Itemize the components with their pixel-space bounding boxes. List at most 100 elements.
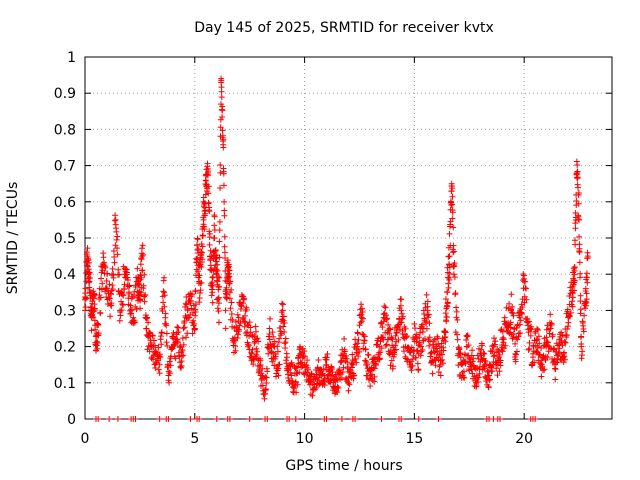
data-point [371,365,378,372]
data-point [515,330,522,337]
data-point [424,298,431,305]
data-point [446,264,453,271]
data-point [574,184,581,191]
data-point [232,318,239,325]
data-point [402,325,409,332]
data-point [564,306,571,313]
data-point [115,266,122,273]
data-point [584,279,591,286]
data-point [236,328,243,335]
data-point [223,284,230,291]
data-point [142,291,149,298]
data-point [275,372,282,379]
data-point [111,217,118,224]
data-point [403,333,410,340]
data-point [452,329,459,336]
data-point [482,358,489,365]
data-point [572,220,579,227]
data-point [547,311,554,318]
data-point [419,347,426,354]
data-point [501,314,508,321]
data-point [217,162,224,169]
data-point [103,285,110,292]
data-point [219,114,226,121]
data-point [435,416,442,422]
data-point [226,289,233,296]
data-point [538,361,545,368]
data-point [537,351,544,358]
data-point [279,301,286,308]
data-point [380,314,387,321]
data-point [152,365,159,372]
data-point [354,330,361,337]
data-point [264,368,271,375]
data-point [377,349,384,356]
data-point [578,333,585,340]
data-point [343,355,350,362]
data-point [301,348,308,355]
data-point [124,274,131,281]
data-point [449,193,456,200]
data-point [499,341,506,348]
data-point [509,335,516,342]
data-point [371,373,378,380]
data-point [106,295,113,302]
data-point [111,259,118,266]
data-point [199,232,206,239]
data-point [519,304,526,311]
data-point [379,324,386,331]
data-point [177,343,184,350]
data-point [574,161,581,168]
data-point [574,174,581,181]
data-point [221,243,228,250]
data-point [183,301,190,308]
data-point [198,240,205,247]
data-point [425,314,432,321]
data-point [528,326,535,333]
data-point [183,314,190,321]
data-point [412,354,419,361]
data-point [217,101,224,108]
data-point [583,290,590,297]
y-tick-label: 0.3 [54,303,76,319]
data-point [426,320,433,327]
data-point [114,251,121,258]
data-point [567,309,574,316]
y-tick-label: 0.7 [54,159,76,175]
data-point [390,363,397,370]
data-point [103,277,110,284]
data-point [140,282,147,289]
data-point [445,284,452,291]
data-point [231,336,238,343]
data-point [124,277,131,284]
data-point [125,283,132,290]
data-point [221,212,228,219]
data-point [525,329,532,336]
data-point [91,305,98,312]
data-point [328,365,335,372]
data-point [398,319,405,326]
data-point [268,344,275,351]
data-point [175,329,182,336]
data-point [494,361,501,368]
data-point [259,382,266,389]
data-point [499,328,506,335]
data-point [448,180,455,187]
data-point [82,285,89,292]
data-point [480,350,487,357]
data-point [392,332,399,339]
data-point [176,353,183,360]
data-point [314,365,321,372]
data-point [99,280,106,287]
data-point [541,342,548,349]
data-point [543,334,550,341]
data-point [128,310,135,317]
data-point [138,274,145,281]
data-point [86,259,93,266]
data-point [217,169,224,176]
data-point [108,291,115,298]
data-point [117,312,124,319]
data-point [354,343,361,350]
y-tick-label: 0.2 [54,340,76,356]
data-point [389,350,396,357]
